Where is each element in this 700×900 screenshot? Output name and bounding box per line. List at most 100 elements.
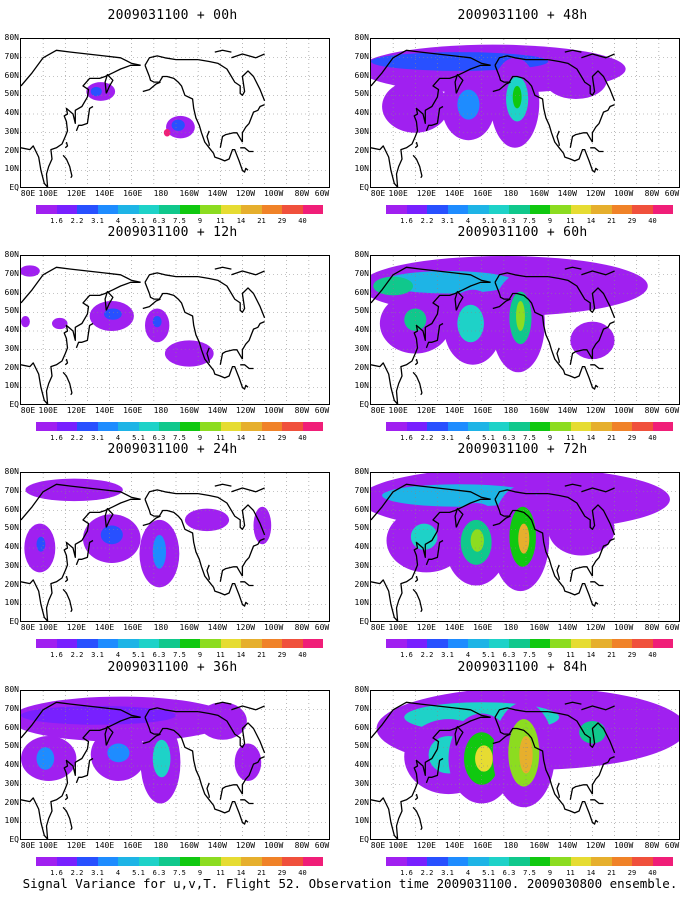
colorbar-labels: 1.6 2.2 3.1 4 5.1 6.3 7.5 9 11 14 21 29 40 — [36, 217, 307, 225]
coastline — [62, 371, 73, 396]
lon-tick-label: 160E — [473, 189, 493, 198]
coastline — [590, 147, 604, 153]
lon-tick-label: 160E — [473, 841, 493, 850]
variance-contour — [25, 478, 123, 502]
lat-tick-label: 20N — [4, 579, 19, 589]
colorbar-labels: 1.6 2.2 3.1 4 5.1 6.3 7.5 9 11 14 21 29 40 — [386, 217, 657, 225]
coastline — [492, 298, 511, 310]
coastline — [64, 793, 69, 801]
variance-contour — [52, 317, 68, 330]
colorbar-swatch — [97, 205, 118, 214]
lon-tick-label: 80E — [370, 189, 386, 198]
colorbar-label: 6.3 — [152, 434, 166, 442]
variance-contour — [382, 80, 449, 133]
lon-tick-label: 160E — [473, 406, 493, 415]
coastline — [425, 322, 444, 349]
colorbar-label: 3.1 — [441, 434, 454, 442]
lon-tick-label: 80E — [20, 189, 36, 198]
colorbar-swatch — [179, 639, 200, 648]
forecast-panel: 2009031100 + 24h 80N 70N 60N 50N 40N 30N 20N 10N… — [0, 442, 345, 659]
coastline — [144, 65, 249, 173]
coastline — [104, 725, 114, 746]
lat-tick-label: EQ — [9, 617, 19, 626]
coastline — [64, 575, 69, 583]
colorbar-labels: 1.6 2.2 3.1 4 5.1 6.3 7.5 9 11 14 21 29 40 — [36, 651, 307, 659]
lon-tick-label: 120E — [416, 406, 436, 415]
colorbar-swatch — [302, 205, 323, 214]
coastline — [240, 581, 254, 587]
coastline — [371, 281, 491, 404]
colorbar-swatch — [427, 857, 448, 866]
variance-map — [371, 256, 679, 404]
coastline — [414, 141, 419, 149]
lat-tick-label: 20N — [4, 797, 19, 807]
coastline — [142, 515, 161, 527]
colorbar-swatch — [36, 205, 57, 214]
coastline — [569, 349, 593, 365]
lat-tick-label: 10N — [4, 164, 19, 174]
colorbar-swatch — [302, 639, 323, 648]
variance-contour — [184, 508, 230, 532]
lat-tick-label: 50N — [354, 523, 369, 533]
coastline — [241, 321, 265, 360]
coastline — [564, 483, 582, 487]
lat-tick-label: 10N — [4, 381, 19, 391]
forecast-panel: 2009031100 + 72h 80N 70N 60N 50N 40N 30N 20N 10N… — [350, 442, 695, 659]
lon-tick-label: 160W — [179, 623, 199, 632]
coastline — [142, 81, 161, 93]
colorbar-swatch — [509, 422, 530, 431]
colorbar-label: 7.5 — [523, 217, 536, 225]
forecast-panel: 2009031100 + 84h 80N 70N 60N 50N 40N 30N 20N 10N… — [350, 660, 695, 877]
colorbar-swatch — [550, 857, 571, 866]
coastline — [104, 73, 114, 94]
colorbar-swatch — [77, 422, 98, 431]
colorbar-label: 5.1 — [482, 217, 495, 225]
colorbar — [386, 422, 673, 431]
coastline — [547, 58, 616, 102]
colorbar-swatch — [447, 857, 468, 866]
lon-tick-label: 160W — [529, 406, 549, 415]
colorbar-label: 14 — [586, 651, 596, 659]
coastline — [371, 483, 491, 521]
lon-tick-label: 140E — [444, 189, 465, 198]
coastline — [21, 498, 141, 621]
coastline — [206, 782, 210, 798]
colorbar-label: 4 — [115, 869, 121, 877]
coastline — [241, 756, 265, 795]
lon-tick-label: 100W — [263, 189, 284, 198]
lat-tick-label: EQ — [9, 835, 19, 844]
colorbar-swatch — [77, 205, 98, 214]
colorbar-swatch — [261, 422, 282, 431]
colorbar-label: 11 — [566, 869, 575, 877]
colorbar-label: 1.6 — [50, 217, 63, 225]
lat-tick-label: 50N — [4, 523, 19, 533]
coastline — [425, 539, 444, 566]
lat-tick-label: 30N — [4, 126, 19, 136]
coastline — [494, 65, 599, 173]
coastline — [231, 705, 265, 711]
variance-contour — [21, 265, 40, 277]
colorbar-label: 14 — [236, 869, 246, 877]
variance-map — [21, 691, 329, 839]
colorbar-swatch — [468, 422, 489, 431]
lat-tick-label: 20N — [354, 145, 369, 155]
colorbar-swatch — [406, 422, 427, 431]
colorbar-label: 14 — [236, 217, 246, 225]
colorbar — [386, 205, 673, 214]
coastline — [494, 499, 599, 607]
forecast-panel: 2009031100 + 00h 80N 70N 60N 50N 40N 30N 20N 10N… — [0, 8, 345, 225]
colorbar-label: 9 — [547, 217, 553, 225]
colorbar-swatch — [529, 422, 550, 431]
coastline — [75, 539, 94, 566]
lat-tick-label: 40N — [4, 108, 19, 117]
lon-tick-label: 120E — [66, 406, 86, 415]
lon-tick-label: 80W — [644, 841, 660, 850]
coastline — [144, 55, 199, 66]
colorbar-label: 11 — [566, 651, 575, 659]
coastline — [197, 710, 266, 754]
colorbar-label: 21 — [257, 434, 266, 442]
lon-tick-label: 120E — [66, 189, 86, 198]
colorbar-label: 2.2 — [70, 651, 84, 659]
colorbar-swatch — [386, 857, 407, 866]
forecast-panel: 2009031100 + 36h 80N 70N 60N 50N 40N 30N 20N 10N… — [0, 660, 345, 877]
